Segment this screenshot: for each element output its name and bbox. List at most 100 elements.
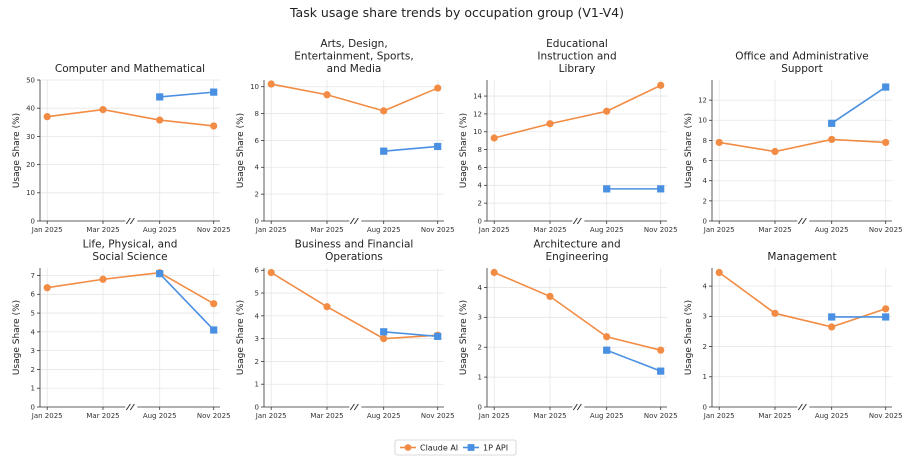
y-tick-label: 14 [473,92,482,100]
data-point [603,346,611,354]
data-point [603,185,611,193]
y-tick-label: 6 [255,267,260,275]
series-line [606,349,661,372]
panel-3: 0 2 4 6 8 10 12 14 Jan 2025 Mar 2025 Aug 2025 Nov 2… [459,38,678,234]
data-point [380,147,388,155]
axis-break-marker [125,217,138,225]
x-tick-label: Mar 2025 [86,226,119,234]
data-point [434,332,442,340]
x-tick-label: Aug 2025 [367,226,401,234]
data-point [657,185,665,193]
data-point [657,367,665,375]
y-tick-label: 50 [26,76,35,84]
x-tick-label: Nov 2025 [421,226,455,234]
y-tick-label: 1 [478,374,482,382]
data-point [882,305,890,313]
x-tick-label: Nov 2025 [869,226,903,234]
y-tick-label: 3 [255,335,259,343]
x-tick-label: Jan 2025 [703,412,735,420]
y-tick-label: 4 [255,164,260,172]
x-tick-label: Aug 2025 [815,412,849,420]
y-tick-label: 0 [255,403,259,411]
data-point [99,275,107,283]
y-tick-label: 2 [703,343,707,351]
y-tick-label: 0 [478,217,482,225]
y-tick-label: 0 [255,217,259,225]
legend-frame [394,439,517,456]
series-line [47,108,214,127]
panel-title: Management [767,251,836,263]
y-tick-label: 6 [31,291,36,299]
series-claude-ai [715,268,890,331]
data-point [603,107,611,115]
y-tick-label: 40 [26,105,35,113]
panel-title: Life, Physical, and Social Science [83,239,178,264]
panel-5: 0 1 2 3 4 5 6 7 Jan 2025 Mar 2025 Aug 2025 Nov 2025… [12,239,231,421]
y-tick-label: 0 [31,403,35,411]
y-tick-label: 3 [703,313,707,321]
y-tick-label: 0 [31,217,35,225]
x-tick-label: Nov 2025 [197,226,231,234]
series-line [493,271,661,351]
y-tick-label: 5 [31,309,35,317]
panel-6: 0 1 2 3 4 5 6 Jan 2025 Mar 2025 Aug 2025 Nov 2025 U… [236,239,455,421]
y-axis-label: Usage Share (%) [459,113,469,188]
y-tick-label: 0 [478,403,482,411]
data-point [882,313,890,321]
series-claude-ai [715,135,890,156]
x-tick-label: Nov 2025 [869,412,903,420]
y-tick-label: 10 [473,128,482,136]
data-point [434,84,442,92]
y-tick-label: 6 [255,137,260,145]
y-axis-label: Usage Share (%) [459,300,469,375]
y-tick-label: 3 [31,347,35,355]
y-tick-label: 0 [703,403,707,411]
data-point [771,309,779,317]
x-tick-label: Nov 2025 [644,412,678,420]
data-point [156,270,164,278]
panel-title: Arts, Design, Entertainment, Sports, and M… [294,38,413,75]
axis-break-marker [797,403,810,411]
y-tick-label: 30 [26,133,35,141]
data-point [546,120,554,128]
y-tick-label: 2 [255,191,259,199]
x-tick-label: Mar 2025 [758,226,791,234]
series-line [718,271,886,328]
panel-title: Computer and Mathematical [55,63,205,75]
y-tick-label: 8 [703,137,707,145]
data-point [603,333,611,341]
y-tick-label: 2 [703,197,707,205]
data-point [657,346,665,354]
data-point [828,323,836,331]
y-tick-label: 8 [478,146,482,154]
data-point [210,88,218,96]
y-axis-label: Usage Share (%) [684,113,694,188]
data-point [434,142,442,151]
y-tick-label: 2 [478,200,482,208]
axis-break-marker [349,403,362,411]
data-point [490,134,498,142]
y-axis-label: Usage Share (%) [236,113,246,188]
data-point [828,135,836,144]
series-claude-ai [43,106,218,130]
x-tick-label: Jan 2025 [31,412,63,420]
x-tick-label: Jan 2025 [478,226,510,234]
x-tick-label: Jan 2025 [31,226,63,234]
figure-title: Task usage share trends by occupation gr… [289,5,624,20]
series-line [831,86,887,124]
x-tick-label: Aug 2025 [143,412,177,420]
x-tick-label: Aug 2025 [590,226,624,234]
x-tick-label: Mar 2025 [533,226,566,234]
data-point [210,122,218,130]
y-axis-label: Usage Share (%) [12,300,22,375]
y-axis-label: Usage Share (%) [236,300,246,375]
data-point [43,284,51,292]
series-1p-api [380,328,442,340]
y-tick-label: 8 [255,110,259,118]
data-point [771,147,779,156]
series-line [159,273,215,331]
data-point [715,268,723,277]
series-line [159,91,214,98]
